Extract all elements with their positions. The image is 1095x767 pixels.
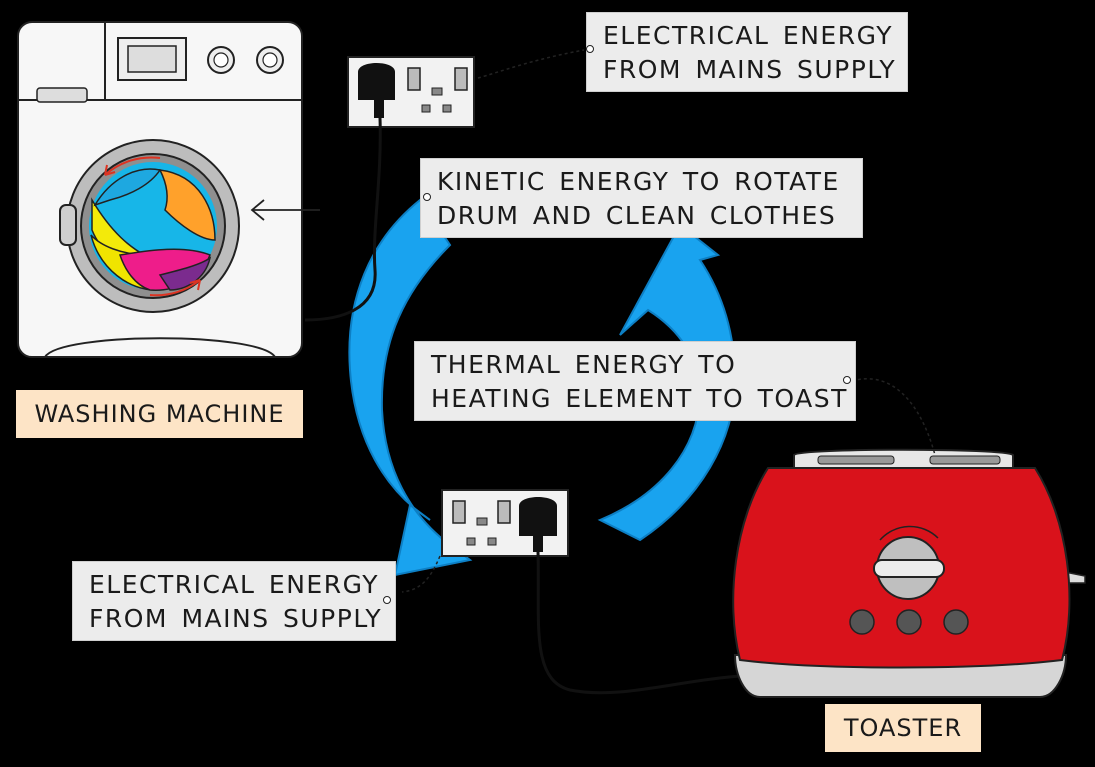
washing-machine-title: WASHING MACHINE (16, 390, 303, 438)
label-line: HEATING ELEMENT TO TOAST (431, 384, 848, 413)
electrical-energy-bottom-label: ELECTRICAL ENERGY FROM MAINS SUPPLY (72, 561, 396, 641)
label-line: THERMAL ENERGY TO (431, 350, 737, 379)
electrical-energy-top-label: ELECTRICAL ENERGY FROM MAINS SUPPLY (586, 12, 908, 92)
tag-hole-icon (423, 193, 431, 201)
kinetic-energy-label: KINETIC ENERGY TO ROTATE DRUM AND CLEAN … (420, 158, 863, 238)
bottom-wall-socket (401, 489, 741, 695)
washing-machine (17, 21, 320, 358)
top-wall-socket (304, 49, 585, 322)
label-line: DRUM AND CLEAN CLOTHES (437, 201, 837, 230)
tag-hole-icon (383, 596, 391, 604)
label-line: KINETIC ENERGY TO ROTATE (437, 167, 840, 196)
tag-hole-icon (586, 45, 594, 53)
label-line: FROM MAINS SUPPLY (89, 604, 383, 633)
toaster-title: TOASTER (825, 704, 981, 752)
toaster (732, 378, 1086, 698)
label-line: FROM MAINS SUPPLY (603, 55, 897, 84)
thermal-energy-label: THERMAL ENERGY TO HEATING ELEMENT TO TOA… (414, 341, 856, 421)
tag-hole-icon (843, 376, 851, 384)
label-line: ELECTRICAL ENERGY (89, 570, 379, 599)
label-line: ELECTRICAL ENERGY (603, 21, 893, 50)
